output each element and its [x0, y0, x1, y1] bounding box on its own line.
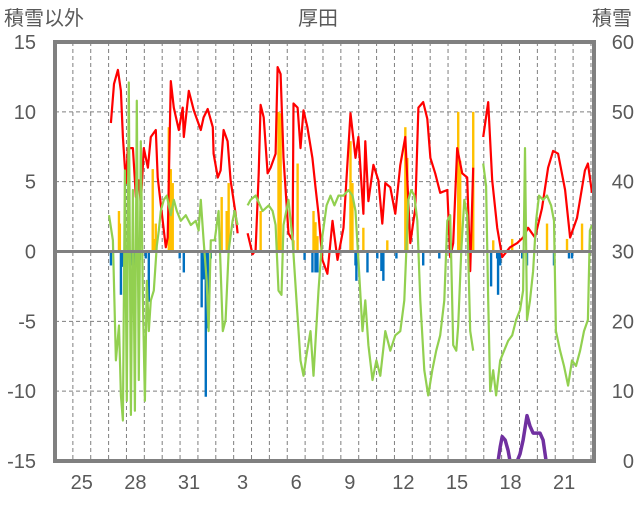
yellow-bar	[296, 163, 299, 252]
right-tick-label: 10	[612, 381, 634, 403]
left-tick-label: -15	[7, 451, 36, 473]
blue-bar	[438, 251, 441, 259]
x-tick-label: 9	[344, 472, 355, 494]
blue-bar	[316, 251, 319, 273]
chart-title: 厚田	[298, 8, 338, 30]
left-tick-label: 5	[25, 172, 36, 194]
blue-bar	[496, 251, 500, 295]
right-tick-label: 20	[612, 311, 634, 333]
plot-border	[53, 40, 596, 463]
blue-bar	[380, 251, 383, 272]
yellow-bar	[351, 183, 354, 252]
blue-bar	[119, 251, 123, 295]
blue-bar	[121, 251, 125, 267]
blue-bar	[499, 251, 502, 266]
right-tick-label: 0	[623, 451, 634, 473]
yellow-bar	[259, 210, 262, 252]
blue-bar	[489, 251, 493, 287]
yellow-bar	[227, 183, 230, 252]
bars	[109, 111, 584, 397]
x-tick-label: 28	[124, 472, 146, 494]
blue-bar	[303, 251, 306, 260]
blue-bar	[311, 251, 314, 273]
blue-bar	[355, 251, 358, 281]
yellow-bar	[277, 111, 280, 252]
blue-bar	[314, 251, 317, 273]
gridlines	[55, 42, 594, 461]
blue-bar	[376, 251, 379, 259]
x-tick-label: 18	[499, 472, 521, 494]
x-tick-label: 6	[291, 472, 302, 494]
yellow-bar	[314, 222, 317, 252]
blue-bar	[366, 251, 369, 273]
yellow-bar	[220, 197, 223, 252]
left-tick-label: -10	[7, 381, 36, 403]
yellow-bar	[312, 210, 315, 252]
yellow-bar	[404, 127, 407, 252]
yellow-bar	[118, 223, 122, 252]
series-lines	[107, 66, 594, 463]
green-line	[107, 81, 594, 422]
yellow-bar	[152, 238, 155, 252]
snow-depth	[109, 413, 593, 463]
yellow-bar	[458, 160, 462, 252]
blue-bar	[144, 251, 147, 259]
left-axis-label: 積雪以外	[4, 7, 84, 30]
blue-bar	[182, 251, 186, 273]
right-tick-label: 50	[612, 102, 634, 124]
x-tick-label: 3	[237, 472, 248, 494]
yellow-bar	[151, 169, 154, 252]
blue-bar	[202, 251, 205, 280]
left-tick-label: 15	[14, 32, 36, 54]
blue-bar	[178, 251, 181, 259]
blue-bar	[570, 251, 574, 259]
blue-bar	[200, 251, 203, 308]
yellow-bar	[457, 111, 460, 252]
yellow-bar	[362, 227, 365, 252]
blue-bar	[520, 251, 524, 259]
x-tick-label: 21	[553, 472, 575, 494]
left-tick-label: 10	[14, 102, 36, 124]
yellow-bar	[545, 223, 549, 252]
blue-bar	[395, 251, 398, 259]
plot-frame	[53, 40, 596, 463]
yellow-bar	[565, 238, 569, 252]
blue-bar	[422, 251, 425, 266]
blue-bar	[147, 251, 150, 302]
left-tick-label: 0	[25, 242, 36, 264]
blue-bar	[204, 251, 207, 397]
blue-bar	[382, 251, 385, 281]
yellow-bar	[349, 141, 352, 252]
right-axis-label: 積雪	[592, 7, 632, 30]
blue-bar	[567, 251, 571, 259]
yellow-bar	[154, 223, 157, 252]
yellow-bar	[386, 240, 389, 252]
x-tick-label: 15	[446, 472, 468, 494]
yellow-bar	[225, 210, 228, 252]
x-tick-label: 31	[178, 472, 200, 494]
right-tick-label: 40	[612, 172, 634, 194]
x-tick-label: 12	[392, 472, 414, 494]
right-tick-label: 30	[612, 242, 634, 264]
yellow-bar	[316, 236, 319, 252]
yellow-bar	[171, 183, 174, 252]
right-tick-label: 60	[612, 32, 634, 54]
yellow-bar	[492, 240, 495, 252]
yellow-bar	[580, 223, 584, 252]
blue-bar	[109, 251, 113, 266]
x-tick-label: 25	[71, 472, 93, 494]
left-tick-label: -5	[18, 311, 36, 333]
yellow-bar	[279, 113, 282, 252]
